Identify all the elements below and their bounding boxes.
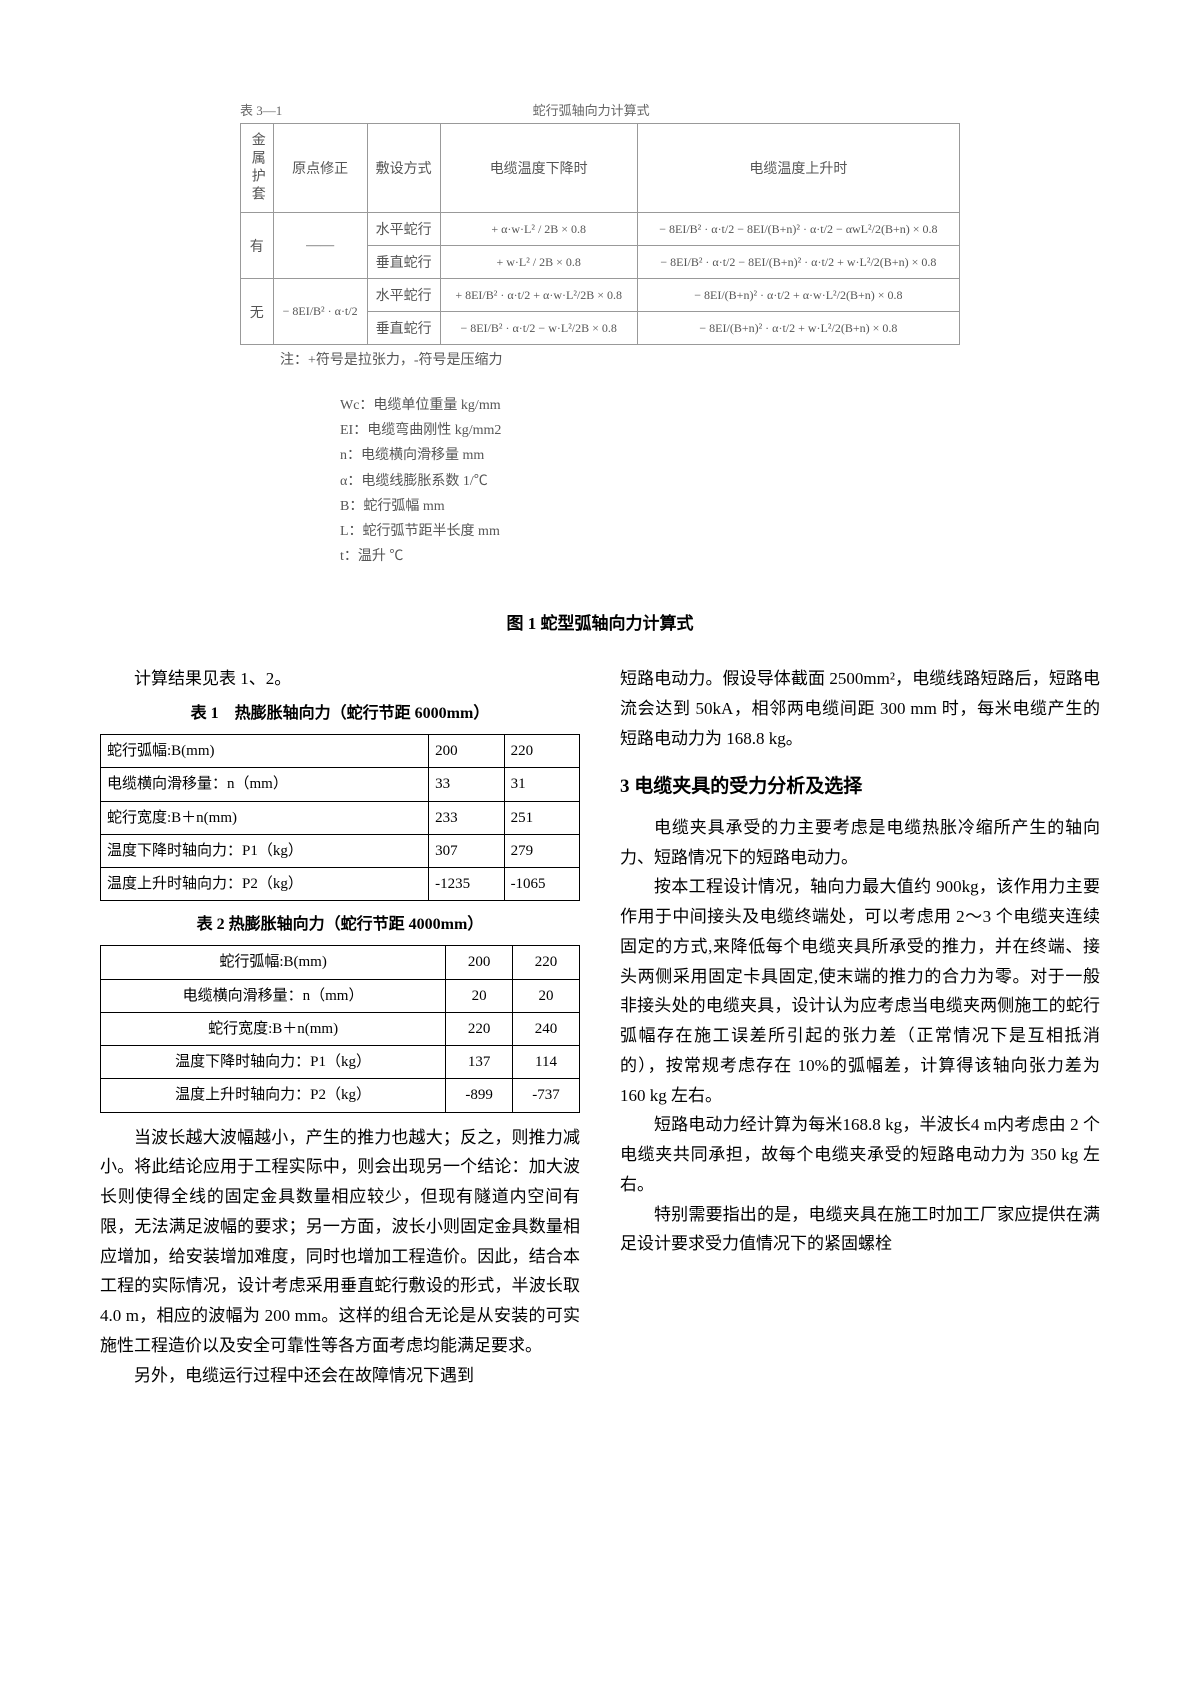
table-row: 温度下降时轴向力：P1（kg）137114 — [101, 1046, 580, 1079]
calc-intro: 计算结果见表 1、2。 — [100, 664, 580, 694]
para-clamp-1: 电缆夹具承受的力主要考虑是电缆热胀冷缩所产生的轴向力、短路情况下的短路电动力。 — [620, 813, 1100, 873]
var-item: t：温升 ℃ — [340, 544, 960, 569]
table-row: 蛇行弧幅:B(mm)200220 — [101, 735, 580, 768]
table-row: 蛇行弧幅:B(mm)200220 — [101, 946, 580, 979]
right-column: 短路电动力。假设导体截面 2500mm²，电缆线路短路后，短路电流会达到 50k… — [620, 664, 1100, 1390]
cell-down-2b: − 8EI/B² · α·t/2 − w·L²/2B × 0.8 — [440, 312, 637, 345]
var-item: B：蛇行弧幅 mm — [340, 494, 960, 519]
cell-up-2a: − 8EI/(B+n)² · α·t/2 + α·w·L²/2(B+n) × 0… — [637, 279, 959, 312]
formula-table: 金属护套 原点修正 敷设方式 电缆温度下降时 电缆温度上升时 有 —— 水平蛇行… — [240, 123, 960, 345]
cell-up-1b: − 8EI/B² · α·t/2 − 8EI/(B+n)² · α·t/2 + … — [637, 246, 959, 279]
para-short-circuit: 短路电动力。假设导体截面 2500mm²，电缆线路短路后，短路电流会达到 50k… — [620, 664, 1100, 753]
table2-title: 表 2 热膨胀轴向力（蛇行节距 4000mm） — [100, 911, 580, 939]
table-row: 温度上升时轴向力：P2（kg）-899-737 — [101, 1079, 580, 1112]
cell-lay-2b: 垂直蛇行 — [367, 312, 440, 345]
formula-table-note: 注：+符号是拉张力，-符号是压缩力 — [280, 349, 960, 369]
th-lay: 敷设方式 — [367, 124, 440, 213]
formula-table-block: 表 3—1 蛇行弧轴向力计算式 金属护套 原点修正 敷设方式 电缆温度下降时 电… — [240, 100, 960, 569]
var-item: L：蛇行弧节距半长度 mm — [340, 519, 960, 544]
table-label-right: 蛇行弧轴向力计算式 — [282, 100, 900, 119]
table-1: 蛇行弧幅:B(mm)200220 电缆横向滑移量：n（mm）3331 蛇行宽度:… — [100, 734, 580, 901]
table-2: 蛇行弧幅:B(mm)200220 电缆横向滑移量：n（mm）2020 蛇行宽度:… — [100, 945, 580, 1112]
cell-origin-1: —— — [273, 213, 367, 279]
para-clamp-3: 短路电动力经计算为每米168.8 kg，半波长4 m内考虑由 2 个电缆夹共同承… — [620, 1110, 1100, 1199]
cell-down-2a: + 8EI/B² · α·t/2 + α·w·L²/2B × 0.8 — [440, 279, 637, 312]
para-fault: 另外，电缆运行过程中还会在故障情况下遇到 — [100, 1361, 580, 1391]
var-item: α：电缆线膨胀系数 1/℃ — [340, 469, 960, 494]
cell-sheath-2: 无 — [241, 279, 274, 345]
table-row: 电缆横向滑移量：n（mm）3331 — [101, 768, 580, 801]
table-row: 蛇行宽度:B＋n(mm)233251 — [101, 801, 580, 834]
th-up: 电缆温度上升时 — [637, 124, 959, 213]
left-column: 计算结果见表 1、2。 表 1 热膨胀轴向力（蛇行节距 6000mm） 蛇行弧幅… — [100, 664, 580, 1390]
cell-origin-2: − 8EI/B² · α·t/2 — [273, 279, 367, 345]
para-wave-analysis: 当波长越大波幅越小，产生的推力也越大；反之，则推力减小。将此结论应用于工程实际中… — [100, 1123, 580, 1361]
section-3-title: 3 电缆夹具的受力分析及选择 — [620, 770, 1100, 803]
table-row: 蛇行宽度:B＋n(mm)220240 — [101, 1012, 580, 1045]
para-clamp-2: 按本工程设计情况，轴向力最大值约 900kg，该作用力主要作用于中间接头及电缆终… — [620, 872, 1100, 1110]
th-origin: 原点修正 — [273, 124, 367, 213]
th-down: 电缆温度下降时 — [440, 124, 637, 213]
cell-down-1a: + α·w·L² / 2B × 0.8 — [440, 213, 637, 246]
cell-lay-1b: 垂直蛇行 — [367, 246, 440, 279]
cell-up-2b: − 8EI/(B+n)² · α·t/2 + w·L²/2(B+n) × 0.8 — [637, 312, 959, 345]
cell-lay-2a: 水平蛇行 — [367, 279, 440, 312]
var-item: Wc：电缆单位重量 kg/mm — [340, 393, 960, 418]
cell-up-1a: − 8EI/B² · α·t/2 − 8EI/(B+n)² · α·t/2 − … — [637, 213, 959, 246]
table-row: 电缆横向滑移量：n（mm）2020 — [101, 979, 580, 1012]
var-item: EI：电缆弯曲刚性 kg/mm2 — [340, 418, 960, 443]
table1-title: 表 1 热膨胀轴向力（蛇行节距 6000mm） — [100, 700, 580, 728]
cell-sheath-1: 有 — [241, 213, 274, 279]
table-label-left: 表 3—1 — [240, 100, 282, 119]
para-clamp-4: 特别需要指出的是，电缆夹具在施工时加工厂家应提供在满足设计要求受力值情况下的紧固… — [620, 1200, 1100, 1260]
figure-caption: 图 1 蛇型弧轴向力计算式 — [100, 609, 1100, 634]
variable-list: Wc：电缆单位重量 kg/mm EI：电缆弯曲刚性 kg/mm2 n：电缆横向滑… — [340, 393, 960, 569]
th-sheath: 金属护套 — [241, 124, 274, 213]
table-row: 温度上升时轴向力：P2（kg）-1235-1065 — [101, 868, 580, 901]
cell-lay-1a: 水平蛇行 — [367, 213, 440, 246]
table-row: 温度下降时轴向力：P1（kg）307279 — [101, 834, 580, 867]
cell-down-1b: + w·L² / 2B × 0.8 — [440, 246, 637, 279]
var-item: n：电缆横向滑移量 mm — [340, 443, 960, 468]
